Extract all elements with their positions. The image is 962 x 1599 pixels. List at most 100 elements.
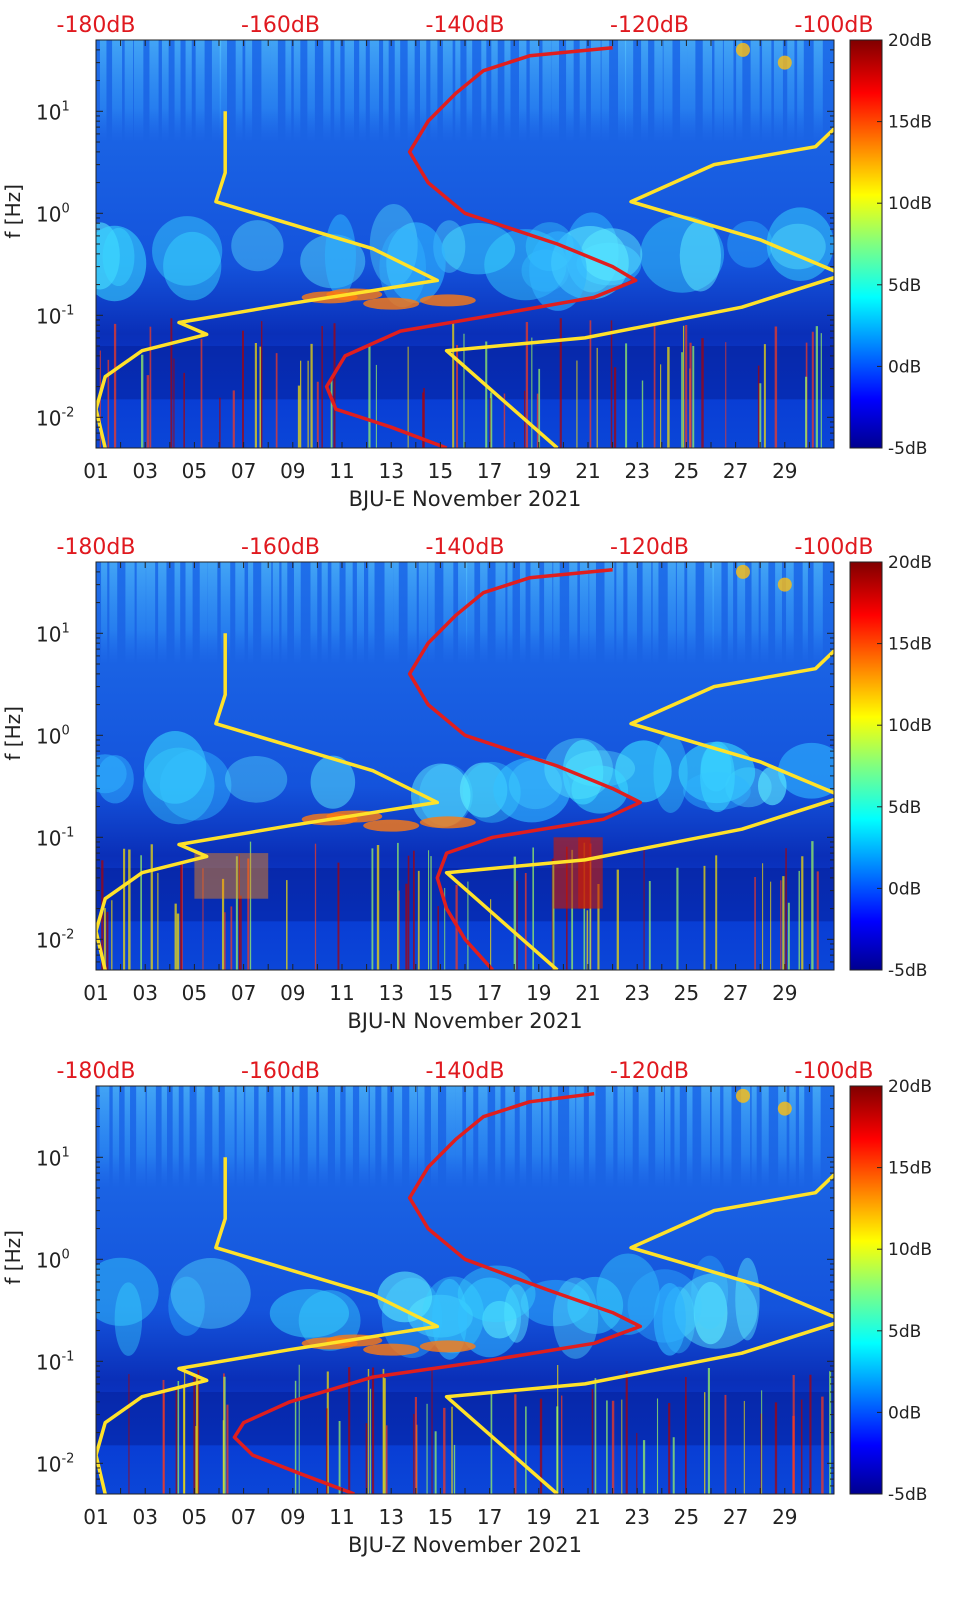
- x-tick-label: 01: [83, 1505, 108, 1529]
- y-tick-label: 101: [36, 99, 70, 124]
- microseism-patch: [459, 762, 508, 818]
- daily-stripe: [368, 562, 375, 734]
- daily-stripe: [409, 1086, 418, 1258]
- microseism-patch: [152, 216, 223, 286]
- daily-stripe: [687, 562, 696, 734]
- microseism-patch: [379, 228, 427, 308]
- x-tick-label: 27: [723, 981, 748, 1005]
- x-tick-label: 21: [575, 1505, 600, 1529]
- microseism-patch: [544, 738, 613, 800]
- top-db-tick-label: -160dB: [241, 13, 320, 38]
- daily-stripe: [638, 1086, 649, 1258]
- x-tick-label: 03: [132, 981, 157, 1005]
- y-tick-base: 10: [36, 1452, 61, 1476]
- microseism-patch: [679, 220, 722, 292]
- colorbar-tick-label: 15dB: [888, 635, 932, 655]
- daily-stripe: [407, 562, 417, 734]
- x-tick-label: 15: [428, 459, 453, 483]
- y-tick-label: 100: [36, 201, 70, 226]
- daily-stripe: [618, 40, 627, 212]
- daily-stripe: [773, 40, 783, 212]
- daily-stripe: [762, 40, 772, 212]
- daily-stripe: [136, 562, 146, 734]
- top-db-tick-label: -100dB: [795, 535, 874, 560]
- top-db-tick-label: -100dB: [795, 13, 874, 38]
- top-db-tick-label: -140dB: [426, 13, 505, 38]
- x-tick-label: 17: [477, 1505, 502, 1529]
- daily-stripe: [802, 562, 808, 734]
- daily-stripe: [236, 1086, 244, 1258]
- daily-stripe: [711, 1086, 721, 1258]
- colorbar-tick-label: 15dB: [888, 113, 932, 133]
- daily-stripe: [458, 562, 468, 734]
- daily-stripe: [319, 1086, 328, 1258]
- microseism-patch: [653, 733, 688, 813]
- microseism-patch: [143, 731, 207, 804]
- daily-stripe: [813, 40, 823, 212]
- y-tick-exponent: 0: [61, 1247, 69, 1262]
- daily-stripe: [605, 1086, 614, 1258]
- y-axis-label: f [Hz]: [1, 184, 25, 239]
- daily-stripe: [393, 562, 399, 734]
- top-db-tick-label: -160dB: [241, 535, 320, 560]
- daily-stripe: [112, 40, 123, 212]
- microseism-patch: [231, 220, 284, 272]
- colorbar-tick-label: 10dB: [888, 1240, 932, 1260]
- daily-stripe: [99, 40, 107, 212]
- daily-stripe: [211, 40, 222, 212]
- daily-stripe: [219, 40, 228, 212]
- y-axis-label: f [Hz]: [1, 706, 25, 761]
- x-tick-label: 27: [723, 459, 748, 483]
- daily-stripe: [736, 40, 743, 212]
- daily-stripe: [224, 1086, 235, 1258]
- x-tick-label: 19: [526, 981, 551, 1005]
- y-tick-base: 10: [36, 202, 61, 226]
- x-tick-label: 05: [182, 1505, 207, 1529]
- daily-stripe: [345, 562, 353, 734]
- x-tick-label: 17: [477, 981, 502, 1005]
- x-tick-label: 21: [575, 981, 600, 1005]
- microseism-patch: [693, 1281, 728, 1345]
- colorbar-tick-label: 20dB: [888, 1077, 932, 1097]
- y-tick-exponent: 0: [61, 201, 69, 216]
- daily-stripe: [136, 1086, 146, 1258]
- daily-stripe: [124, 40, 134, 212]
- daily-stripe: [195, 40, 205, 212]
- microseism-patch: [410, 763, 471, 828]
- microseism-patch: [552, 1277, 599, 1359]
- microseism-patch: [482, 1300, 517, 1339]
- daily-stripe: [624, 40, 634, 212]
- y-tick-base: 10: [36, 724, 61, 748]
- daily-stripe: [505, 1086, 515, 1258]
- daily-stripe: [418, 1086, 425, 1258]
- daily-stripe: [261, 562, 272, 734]
- y-tick-label: 10-1: [36, 825, 74, 850]
- x-tick-label: 23: [624, 1505, 649, 1529]
- daily-stripe: [797, 40, 804, 212]
- y-tick-label: 101: [36, 621, 70, 646]
- microseism-patch: [674, 1273, 758, 1349]
- microseism-patch: [520, 1279, 591, 1327]
- daily-stripe: [566, 40, 574, 212]
- colorbar-tick-label: 15dB: [888, 1159, 932, 1179]
- daily-stripe: [174, 562, 181, 734]
- daily-stripe: [663, 40, 673, 212]
- x-tick-label: 17: [477, 459, 502, 483]
- x-tick-label: 05: [182, 459, 207, 483]
- microseism-patch: [727, 220, 773, 268]
- y-tick-label: 10-1: [36, 1349, 74, 1374]
- daily-stripe: [674, 1086, 680, 1258]
- daily-stripe: [667, 562, 676, 734]
- x-tick-label: 07: [231, 459, 256, 483]
- daily-stripe: [334, 40, 341, 212]
- daily-stripe: [625, 1086, 633, 1258]
- daily-stripe: [418, 562, 428, 734]
- y-tick-exponent: 1: [61, 621, 69, 636]
- daily-stripe: [676, 562, 685, 734]
- daily-stripe: [495, 562, 506, 734]
- daily-stripe: [604, 562, 615, 734]
- daily-stripe: [617, 1086, 625, 1258]
- noise-model-high-curve: [444, 126, 834, 448]
- daily-stripe: [310, 562, 318, 734]
- daily-stripe: [442, 40, 453, 212]
